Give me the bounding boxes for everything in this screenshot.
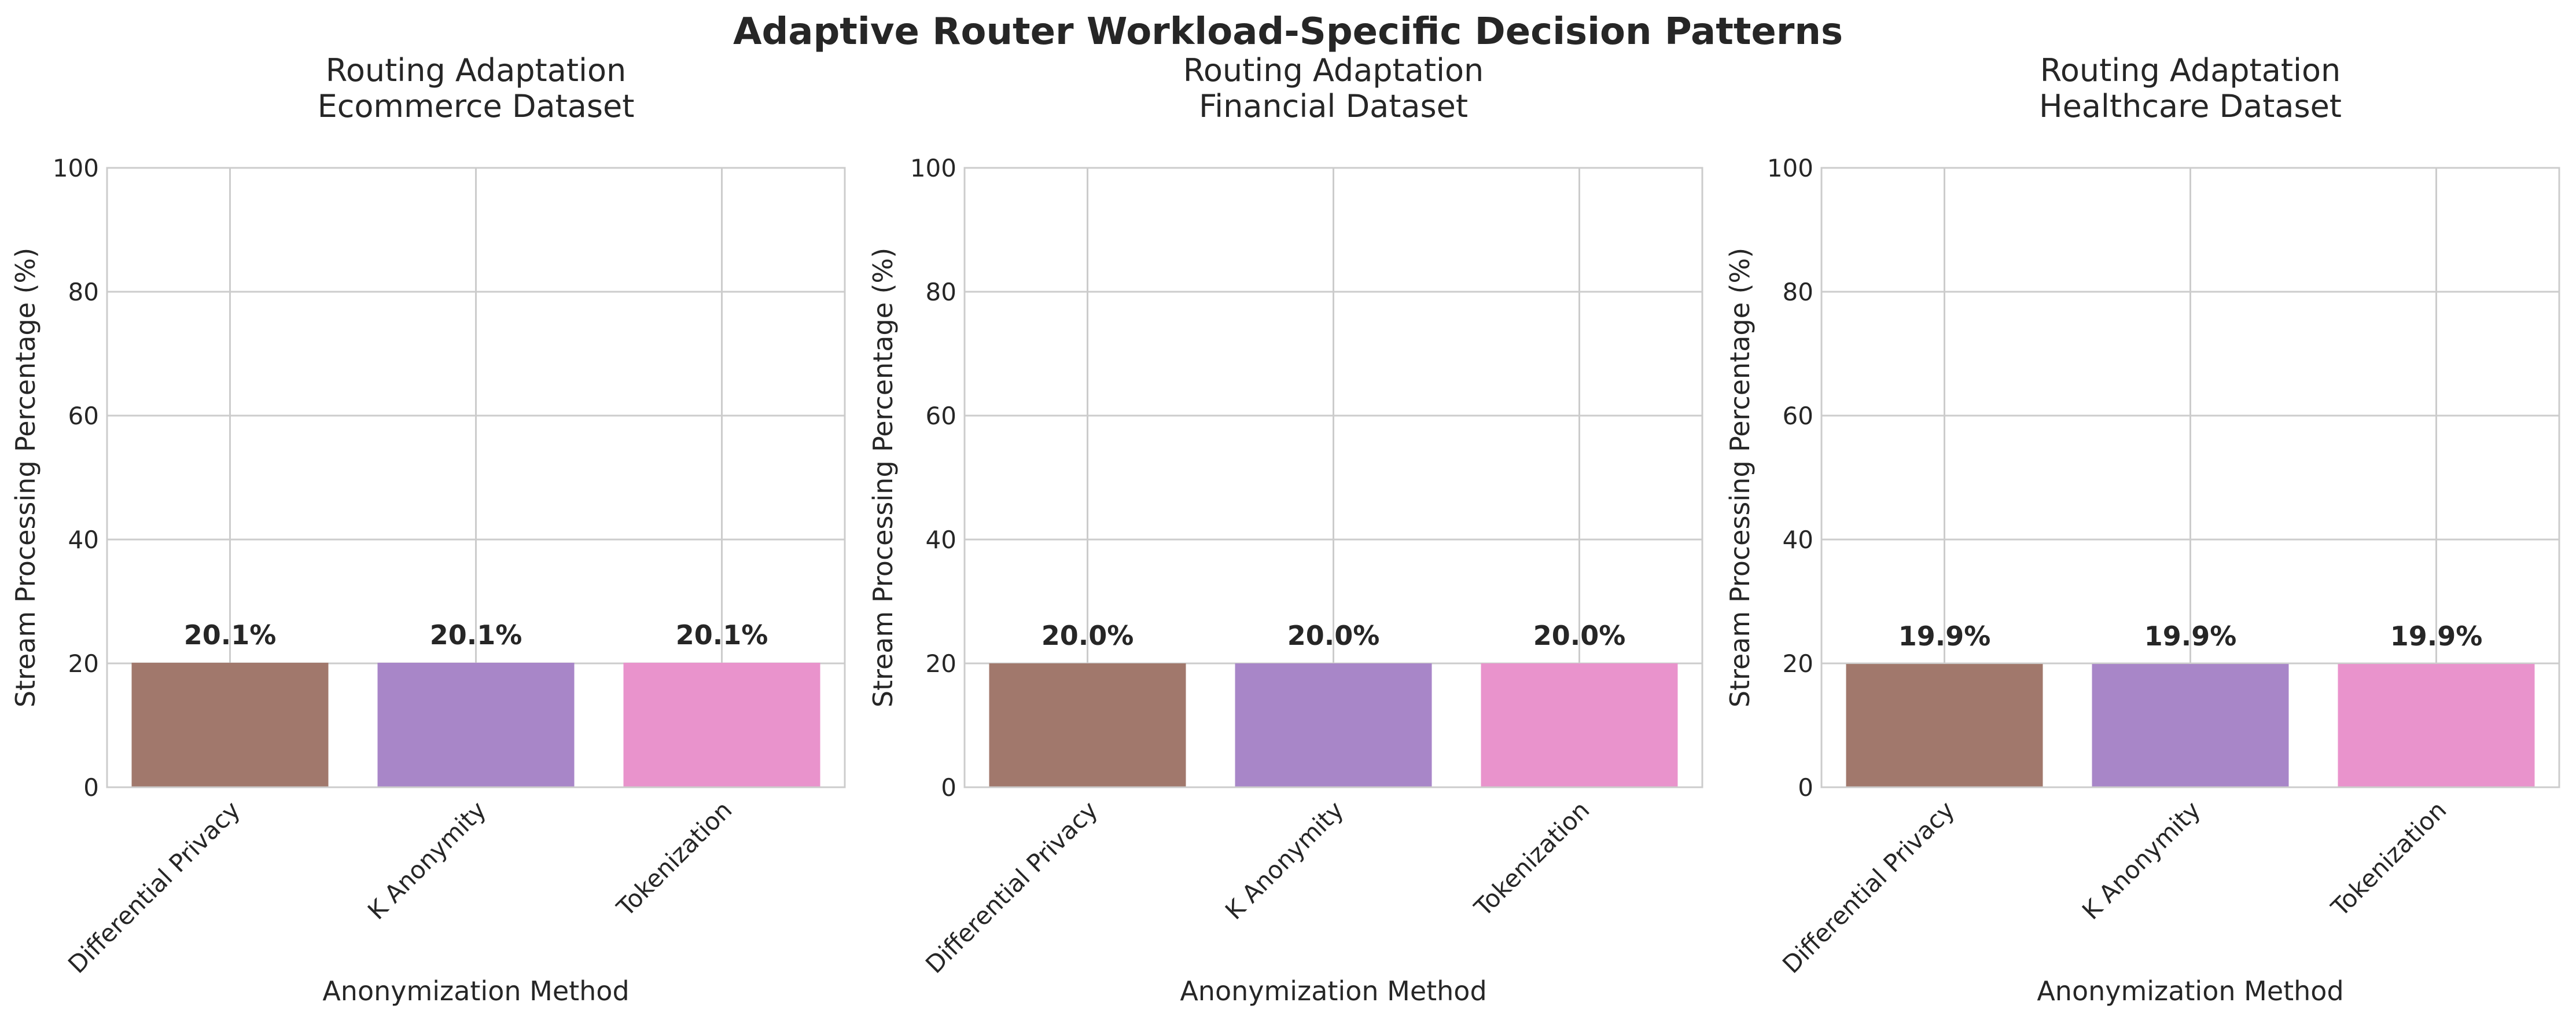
bar-value-label: 20.0% xyxy=(1042,620,1134,651)
x-axis-label: Anonymization Method xyxy=(2037,975,2343,1007)
x-tick-label: K Anonymity xyxy=(2077,795,2206,925)
x-axis-label: Anonymization Method xyxy=(1180,975,1486,1007)
y-tick-label: 100 xyxy=(1767,154,1813,182)
x-tick-label: Differential Privacy xyxy=(920,795,1103,978)
bar-value-label: 20.1% xyxy=(430,619,522,651)
bar-value-label: 20.1% xyxy=(676,619,768,651)
panel-title: Routing Adaptation Ecommerce Dataset xyxy=(318,52,635,124)
bar-value-label: 19.9% xyxy=(2390,621,2483,652)
bar-value-label: 19.9% xyxy=(2144,621,2237,652)
x-tick-label: Differential Privacy xyxy=(62,795,245,978)
y-tick-label: 20 xyxy=(1783,649,1813,678)
y-tick-label: 100 xyxy=(910,154,956,182)
y-axis-label: Stream Processing Percentage (%) xyxy=(10,248,41,707)
y-tick-label: 60 xyxy=(1783,402,1813,430)
x-tick-label: Differential Privacy xyxy=(1777,795,1960,978)
plot-frame xyxy=(1820,167,2560,788)
chart-panel-1: Routing Adaptation Ecommerce Dataset 0 20 40… xyxy=(10,52,846,1007)
y-tick-label: 60 xyxy=(926,402,956,430)
bar-differential-privacy xyxy=(1846,664,2043,787)
bar-value-label: 20.1% xyxy=(184,619,277,651)
x-tick-label: K Anonymity xyxy=(1220,795,1349,925)
x-tick-label: Tokenization xyxy=(2325,795,2452,922)
bar-k-anonymity xyxy=(1235,663,1432,787)
x-tick-label: Tokenization xyxy=(611,795,738,922)
y-tick-label: 0 xyxy=(1798,773,1813,802)
bar-k-anonymity xyxy=(377,662,575,787)
figure-title: Adaptive Router Workload-Specific Decisi… xyxy=(733,10,1843,53)
y-tick-label: 80 xyxy=(1783,278,1813,306)
panel-title: Routing Adaptation Financial Dataset xyxy=(1183,52,1484,124)
y-axis-label: Stream Processing Percentage (%) xyxy=(867,248,899,707)
chart-panel-2: Routing Adaptation Financial Dataset 0 20 40… xyxy=(867,52,1703,1007)
plot-frame xyxy=(963,167,1703,788)
y-axis-label: Stream Processing Percentage (%) xyxy=(1724,248,1756,707)
y-tick-label: 100 xyxy=(53,154,99,182)
bar-tokenization xyxy=(2338,664,2535,787)
y-tick-label: 0 xyxy=(941,773,956,802)
chart-panels: Routing Adaptation Ecommerce Dataset 0 20 40… xyxy=(10,52,2560,1007)
y-tick-label: 80 xyxy=(926,278,956,306)
bar-k-anonymity xyxy=(2092,664,2289,787)
bar-differential-privacy xyxy=(131,662,329,787)
panel-title: Routing Adaptation Healthcare Dataset xyxy=(2039,52,2342,124)
y-tick-label: 40 xyxy=(68,526,99,554)
y-tick-label: 60 xyxy=(68,402,99,430)
chart-panel-3: Routing Adaptation Healthcare Dataset 0 20 4… xyxy=(1724,52,2560,1007)
y-tick-label: 40 xyxy=(926,526,956,554)
plot-frame xyxy=(106,167,846,788)
x-tick-label: Tokenization xyxy=(1469,795,1595,922)
bar-differential-privacy xyxy=(989,663,1186,787)
bar-tokenization xyxy=(623,662,820,787)
x-axis-label: Anonymization Method xyxy=(322,975,629,1007)
bar-value-label: 20.0% xyxy=(1287,620,1380,651)
y-tick-label: 0 xyxy=(83,773,99,802)
y-tick-label: 20 xyxy=(68,649,99,678)
y-tick-label: 20 xyxy=(926,649,956,678)
bar-tokenization xyxy=(1481,663,1678,787)
y-tick-label: 80 xyxy=(68,278,99,306)
x-tick-label: K Anonymity xyxy=(362,795,492,925)
bar-value-label: 20.0% xyxy=(1533,620,1626,651)
bar-value-label: 19.9% xyxy=(1898,621,1991,652)
y-tick-label: 40 xyxy=(1783,526,1813,554)
